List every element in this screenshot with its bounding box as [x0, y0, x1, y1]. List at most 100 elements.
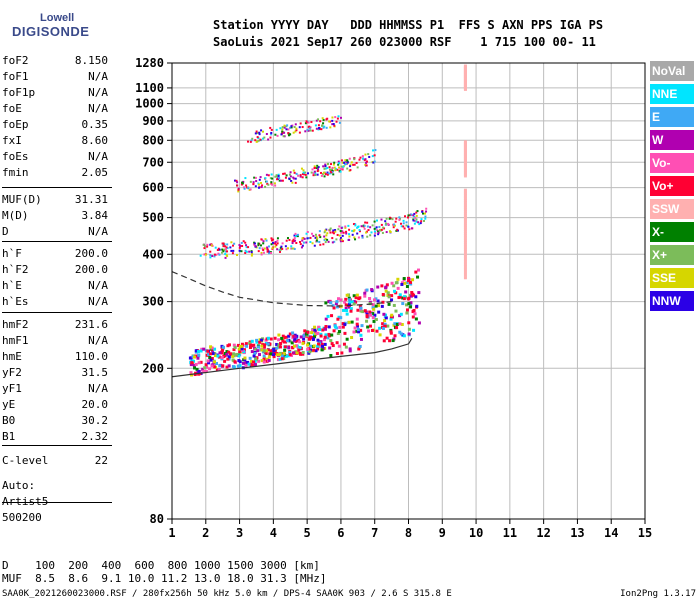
- echo-dot: [415, 211, 418, 214]
- echo-dot: [339, 170, 342, 173]
- echo-dot: [406, 297, 410, 301]
- echo-dot: [376, 299, 380, 303]
- echo-dot: [353, 236, 356, 239]
- echo-dot: [373, 230, 376, 233]
- echo-dot: [385, 336, 389, 340]
- echo-dot: [366, 225, 369, 228]
- echo-dot: [218, 351, 222, 355]
- echo-dot: [207, 352, 211, 356]
- ssw-echo-dot: [463, 211, 467, 215]
- echo-dot: [273, 182, 276, 185]
- echo-dot: [313, 335, 317, 339]
- echo-dot: [361, 234, 364, 237]
- echo-dot: [210, 244, 213, 247]
- echo-dot: [420, 220, 423, 223]
- echo-dot: [368, 310, 372, 314]
- echo-dot: [357, 330, 361, 334]
- echo-dot: [202, 369, 206, 373]
- echo-dot: [368, 324, 372, 328]
- echo-dot: [276, 242, 279, 245]
- header-line-1: Station YYYY DAY DDD HHMMSS P1 FFS S AXN…: [213, 18, 604, 32]
- echo-dot: [374, 304, 378, 308]
- echo-dot: [197, 369, 201, 373]
- echo-dot: [267, 355, 271, 359]
- echo-dot: [338, 234, 341, 237]
- echo-dot: [337, 160, 340, 163]
- echo-dot: [255, 338, 259, 342]
- echo-dot: [365, 319, 369, 323]
- echo-dot: [249, 180, 252, 183]
- legend-item-vo: Vo-: [650, 153, 694, 173]
- echo-dot: [266, 246, 269, 249]
- echo-dot: [256, 136, 259, 139]
- ssw-echo-dot: [463, 238, 467, 242]
- echo-dot: [378, 333, 382, 337]
- echo-dot: [316, 167, 319, 170]
- echo-dot: [242, 180, 245, 183]
- echo-dot: [203, 245, 206, 248]
- echo-dot: [412, 308, 416, 312]
- echo-dot: [393, 334, 397, 338]
- echo-dot: [305, 232, 308, 235]
- echo-dot: [424, 215, 427, 218]
- echo-dot: [311, 168, 314, 171]
- echo-dot: [354, 296, 358, 300]
- param-label: yF1: [2, 382, 22, 395]
- echo-dot: [411, 292, 415, 296]
- echo-dot: [206, 359, 210, 363]
- echo-dot: [330, 333, 334, 337]
- echo-dot: [319, 332, 323, 336]
- echo-dot: [341, 322, 345, 326]
- profile-curve-solid: [171, 338, 413, 378]
- ssw-echo-dot: [463, 276, 467, 280]
- ssw-echo-dot: [463, 234, 467, 238]
- echo-dot: [326, 238, 329, 241]
- echo-dot: [409, 282, 413, 286]
- x-tick-label: 11: [503, 526, 517, 540]
- echo-dot: [360, 324, 364, 328]
- echo-dot: [373, 227, 376, 230]
- echo-dot: [377, 304, 381, 308]
- echo-dot: [355, 293, 359, 297]
- echo-dot: [262, 137, 265, 140]
- echo-dot: [322, 243, 325, 246]
- echo-dot: [398, 216, 401, 219]
- ssw-echo-dot: [463, 252, 467, 256]
- legend-item-e: E: [650, 107, 694, 127]
- echo-dot: [233, 360, 237, 364]
- echo-dot: [340, 165, 343, 168]
- echo-dot: [292, 176, 295, 179]
- echo-dot: [328, 334, 332, 338]
- echo-dot: [386, 291, 390, 295]
- echo-dot: [369, 313, 373, 317]
- echo-dot: [258, 178, 261, 181]
- echo-dot: [260, 238, 263, 241]
- echo-dot: [315, 127, 318, 130]
- ssw-echo-dot: [463, 240, 467, 244]
- echo-dot: [338, 166, 341, 169]
- echo-dot: [401, 296, 405, 300]
- echo-dot: [373, 160, 376, 163]
- param-label: h`Es: [2, 295, 29, 308]
- echo-dot: [240, 342, 244, 346]
- echo-dot: [355, 161, 358, 164]
- echo-dot: [320, 342, 324, 346]
- param-label: h`F: [2, 247, 22, 260]
- echo-dot: [356, 328, 360, 332]
- param-row: MUF(D) 31.31: [2, 193, 110, 209]
- echo-dot: [226, 357, 230, 361]
- echo-dot: [293, 171, 296, 174]
- echo-dot: [348, 233, 351, 236]
- echo-dot: [306, 237, 309, 240]
- echo-dot: [382, 226, 385, 229]
- echo-dot: [359, 309, 363, 313]
- echo-dot: [225, 246, 228, 249]
- echo-dot: [247, 362, 251, 366]
- echo-dot: [311, 129, 314, 132]
- echo-dot: [411, 278, 415, 282]
- echo-dot: [260, 359, 264, 363]
- echo-dot: [344, 297, 348, 301]
- echo-dot: [336, 117, 339, 120]
- footer-file-info: SAA0K_2021260023000.RSF / 280fx256h 50 k…: [2, 589, 452, 599]
- echo-dot: [244, 249, 247, 252]
